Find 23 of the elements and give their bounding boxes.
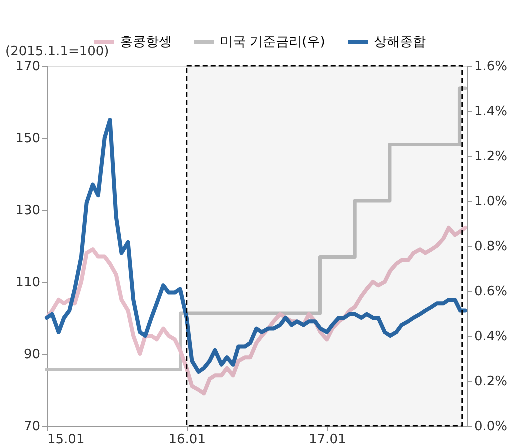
x-tick-label: 17.01 [309,432,346,447]
y2-tick-label: 0.4% [474,330,508,344]
x-tick-label: 15.01 [48,432,85,447]
y2-tick-label: 0.8% [474,240,508,254]
legend-label: 홍콩항셍 [120,35,172,50]
y-tick-label: 170 [16,60,40,74]
y-tick-label: 90 [24,348,40,362]
x-tick-label: 16.01 [168,432,206,447]
legend-label: 상해종합 [374,35,426,50]
y2-tick-label: 0.0% [474,420,508,434]
legend-label: 미국 기준금리(우) [220,35,326,50]
y-tick-label: 110 [16,276,40,290]
y-tick-label: 70 [24,420,40,434]
y-axis-title: (2015.1.1=100) [6,44,110,60]
y2-tick-label: 0.2% [474,374,508,390]
y2-tick-label: 1.2% [474,150,508,164]
line-series [45,226,468,396]
y2-tick-label: 1.4% [474,104,508,120]
y-tick-label: 150 [16,132,40,146]
y2-tick-label: 1.0% [474,194,508,210]
y2-tick-label: 1.6% [474,60,508,74]
y2-tick-label: 0.6% [474,284,508,300]
y-tick-label: 130 [16,204,40,218]
